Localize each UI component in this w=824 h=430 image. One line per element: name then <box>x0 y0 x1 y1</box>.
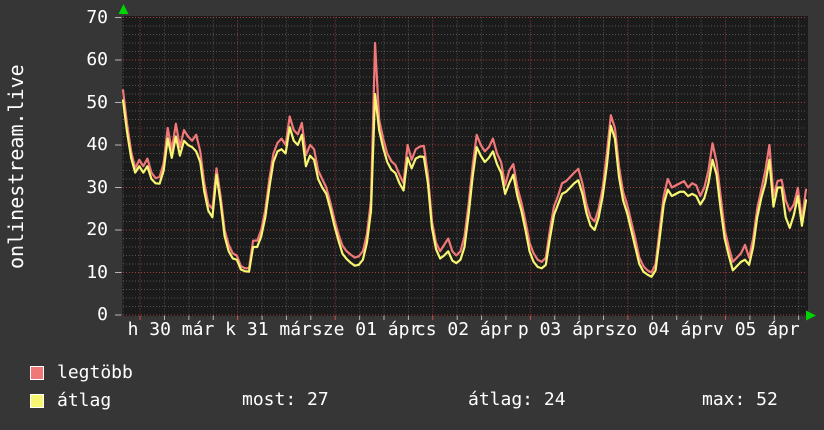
plot-area <box>122 16 808 316</box>
legend-swatch-legtobb <box>30 366 44 380</box>
y-axis-title: onlinestream.live <box>4 64 28 269</box>
grid-minor <box>122 13 806 315</box>
stat-most: most: 27 <box>242 389 329 410</box>
y-axis-label: 60 <box>86 49 108 70</box>
stat-atlag: átlag: 24 <box>468 389 566 410</box>
y-axis-arrow-icon <box>118 4 129 14</box>
y-axis-label: 20 <box>86 219 108 240</box>
x-axis-label: k 31 már <box>225 319 312 340</box>
y-axis-label: 40 <box>86 134 108 155</box>
x-axis-label: sze 01 ápr <box>311 319 421 340</box>
x-axis-label: v 05 ápr <box>713 319 800 340</box>
y-axis-label: 0 <box>97 304 108 325</box>
axis-ticks <box>115 17 800 320</box>
y-axis-label: 50 <box>86 91 108 113</box>
legend-swatch-atlag <box>30 394 44 408</box>
legend-label-atlag: átlag <box>57 390 112 411</box>
y-axis-label: 70 <box>86 6 108 28</box>
x-axis-label: h 30 már <box>127 319 215 340</box>
series-line-legtobb <box>121 41 808 274</box>
x-axis-label: p 03 ápr <box>517 319 605 340</box>
x-axis-label: szo 04 ápr <box>604 319 714 340</box>
series-line-atlag <box>121 92 808 278</box>
x-axis-arrow-icon <box>806 310 816 321</box>
stat-max: max: 52 <box>702 389 778 410</box>
y-axis-label: 30 <box>86 176 108 198</box>
x-axis-label: cs 02 ápr <box>414 319 513 340</box>
legend-label-legtobb: legtöbb <box>57 362 133 383</box>
y-axis-label: 10 <box>86 261 108 283</box>
